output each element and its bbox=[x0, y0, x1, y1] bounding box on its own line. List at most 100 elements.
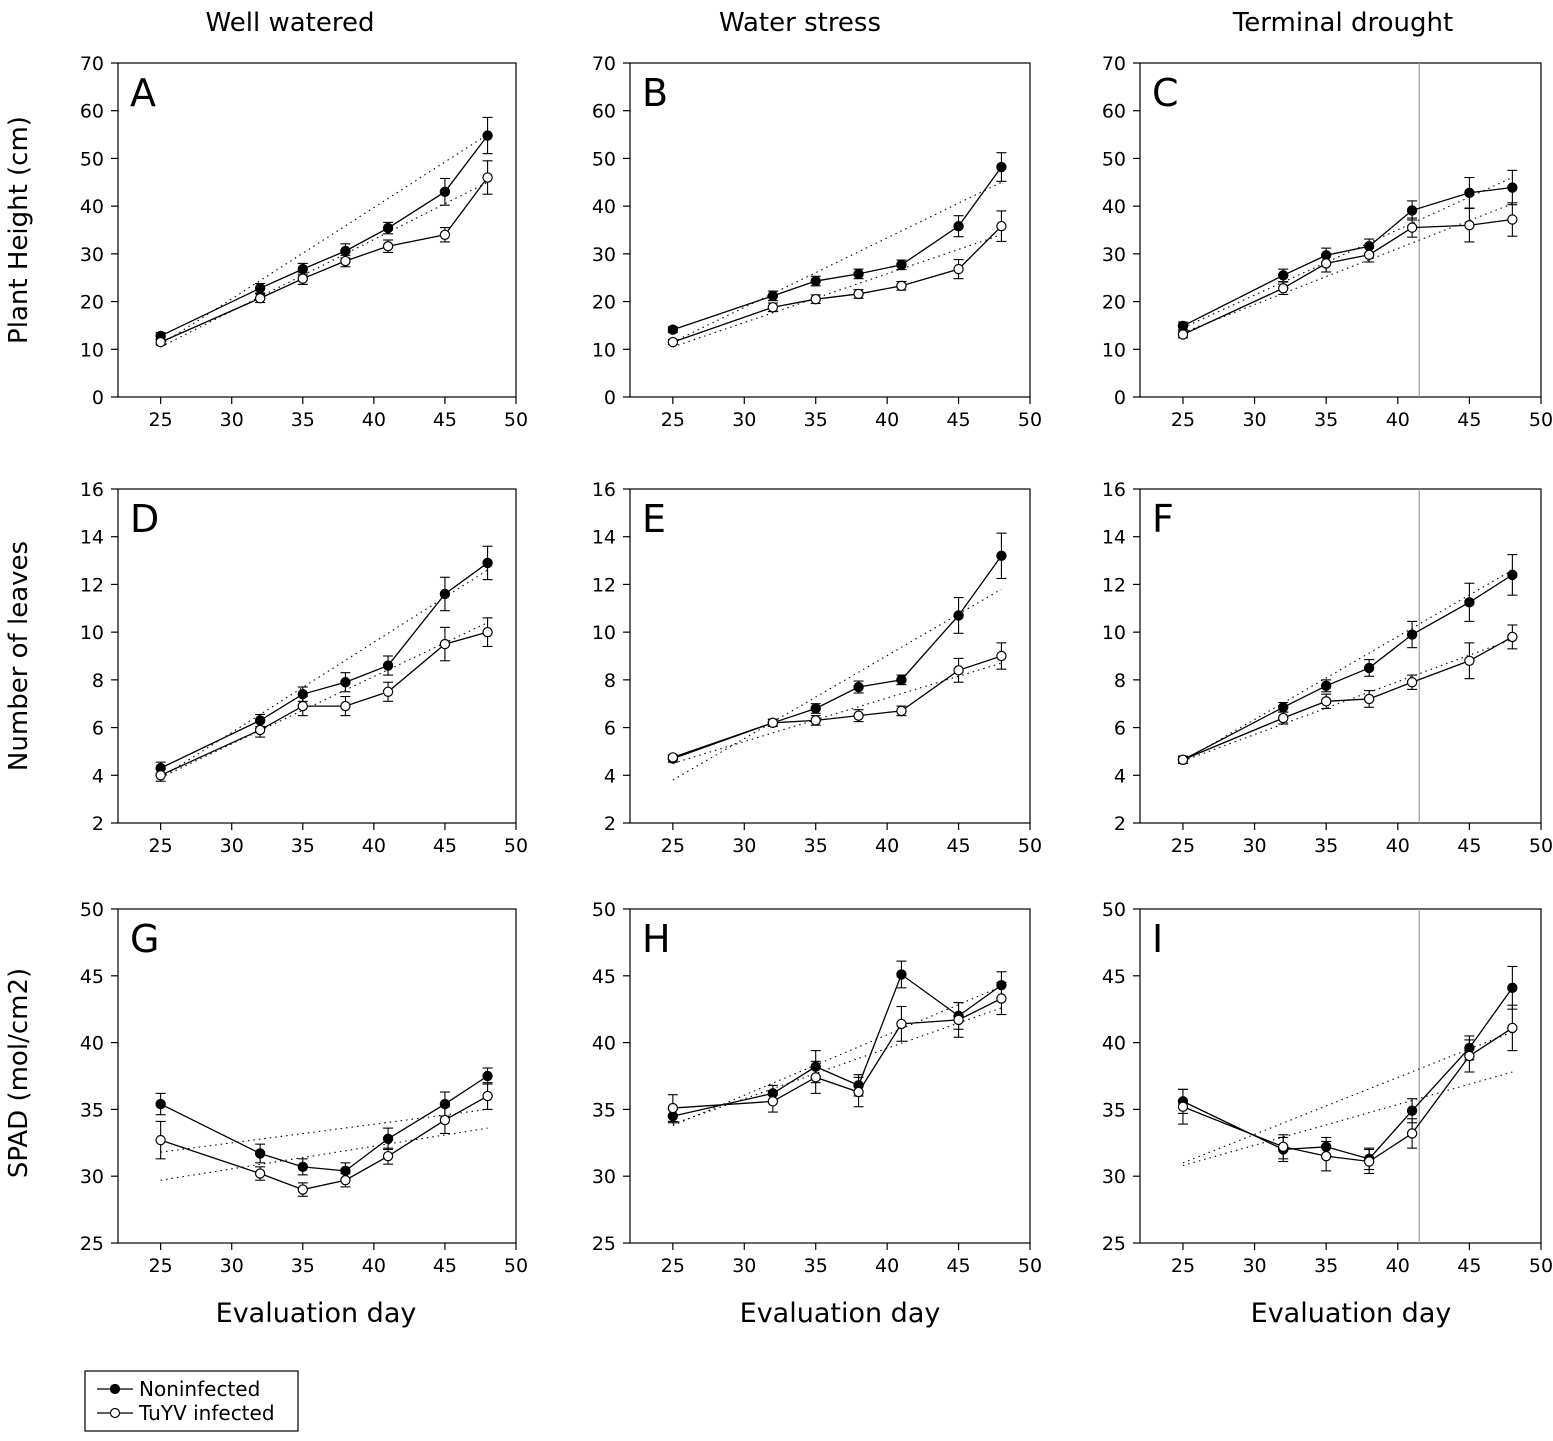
panel-b-x-tick-label: 45 bbox=[946, 409, 970, 431]
panel-g-noninfected-point bbox=[254, 1148, 266, 1159]
panel-b-y-tick-label: 30 bbox=[592, 244, 616, 266]
panel-a-y-tick-label: 40 bbox=[80, 196, 104, 218]
panel-i-noninfected-point bbox=[1406, 1105, 1418, 1116]
panel-d-noninfected-point bbox=[382, 660, 394, 671]
panel-d-infected-point bbox=[297, 700, 308, 712]
panel-c-noninfected-point bbox=[1177, 320, 1189, 332]
panel-b-infected-series-line bbox=[672, 225, 1002, 343]
panel-h-frame bbox=[629, 908, 1031, 1244]
panel-c-y-tick-label: 40 bbox=[1102, 196, 1126, 218]
panel-d-x-tick-label: 50 bbox=[504, 835, 528, 857]
panel-a: 25 30 35 40 45 50 0 10 20 30 40 50 60 70 A bbox=[80, 53, 528, 431]
panel-c-y-tick-label: 20 bbox=[1102, 292, 1126, 314]
panel-f-infected-point bbox=[1406, 677, 1418, 688]
panel-d-y-tick-label: 12 bbox=[80, 574, 104, 596]
legend-box bbox=[84, 1370, 299, 1432]
panel-e-infected-point bbox=[853, 710, 864, 721]
panel-a-x-tick-label: 35 bbox=[291, 409, 315, 431]
panel-g-infected-series-line bbox=[160, 1095, 488, 1191]
panel-b-infected-point bbox=[953, 263, 964, 275]
panel-b-x-tick-label: 30 bbox=[732, 409, 756, 431]
panel-a-y-tick-label: 30 bbox=[80, 244, 104, 266]
panel-f-x-tick-label: 30 bbox=[1242, 835, 1266, 857]
panel-e-x-tick-label: 30 bbox=[732, 835, 756, 857]
panel-e-x-tick-label: 50 bbox=[1018, 835, 1042, 857]
panel-c-x-tick-label: 45 bbox=[1457, 409, 1481, 431]
panel-c-x-tick-label: 50 bbox=[1529, 409, 1553, 431]
panel-e-y-tick-label: 8 bbox=[604, 670, 616, 692]
row-title-number-of-leaves: Number of leaves bbox=[4, 541, 34, 771]
panel-f-y-tick-label: 14 bbox=[1102, 527, 1126, 549]
panel-f-noninfected-series-line bbox=[1182, 574, 1513, 761]
panel-a-y-tick-label: 70 bbox=[80, 53, 104, 75]
panel-b: 25 30 35 40 45 50 0 10 20 30 40 50 60 70 B bbox=[592, 53, 1042, 431]
panel-i-frame bbox=[1139, 908, 1542, 1244]
panel-i-x-tick-label: 40 bbox=[1386, 1255, 1410, 1277]
panel-g-y-tick-label: 30 bbox=[80, 1166, 104, 1188]
panel-g-noninfected-point bbox=[482, 1070, 493, 1082]
legend: Noninfected TuYV infected bbox=[84, 1370, 299, 1432]
panel-f-y-tick-label: 2 bbox=[1114, 813, 1126, 835]
panel-e-infected-point bbox=[810, 715, 821, 726]
panel-b-infected-trend-line bbox=[672, 234, 1002, 348]
panel-c: 25 30 35 40 45 50 0 10 20 30 40 50 60 70 C bbox=[1102, 53, 1553, 431]
panel-i-infected-point bbox=[1278, 1141, 1289, 1153]
panel-g-infected-point bbox=[254, 1168, 266, 1179]
panel-e-y-tick-label: 10 bbox=[592, 622, 616, 644]
panel-i-x-tick-label: 25 bbox=[1171, 1255, 1195, 1277]
panel-h-y-tick-label: 50 bbox=[592, 899, 616, 921]
panel-d-y-tick-label: 8 bbox=[92, 670, 104, 692]
panel-b-x-tick-label: 35 bbox=[804, 409, 828, 431]
panel-c-x-tick-label: 40 bbox=[1386, 409, 1410, 431]
panel-i-y-tick-label: 30 bbox=[1102, 1166, 1126, 1188]
panel-d-infected-series-line bbox=[160, 631, 488, 776]
panel-a-infected-point bbox=[155, 336, 166, 348]
panel-b-y-tick-label: 50 bbox=[592, 148, 616, 170]
panel-d-noninfected-point bbox=[340, 677, 351, 688]
panel-g-y-tick-label: 25 bbox=[80, 1233, 104, 1255]
panel-e-x-tick-label: 35 bbox=[804, 835, 828, 857]
panel-h-y-tick-label: 45 bbox=[592, 966, 616, 988]
panel-h-infected-point bbox=[996, 993, 1007, 1004]
panel-h-noninfected-point bbox=[896, 969, 907, 980]
panel-c-frame bbox=[1139, 62, 1542, 398]
panel-h-infected-point bbox=[767, 1096, 779, 1107]
panel-h-infected-point bbox=[953, 1014, 964, 1026]
panel-h-infected-series-line bbox=[672, 997, 1002, 1109]
panel-e-y-tick-label: 16 bbox=[592, 479, 616, 501]
panel-e-y-tick-label: 14 bbox=[592, 527, 616, 549]
panel-c-x-tick-label: 35 bbox=[1314, 409, 1338, 431]
panel-b-noninfected-point bbox=[810, 275, 821, 287]
panel-a-y-tick-label: 20 bbox=[80, 292, 104, 314]
panel-e-frame bbox=[629, 488, 1031, 824]
panel-f-frame bbox=[1139, 488, 1542, 824]
panel-a-noninfected-point bbox=[482, 130, 493, 141]
panel-d-x-tick-label: 45 bbox=[433, 835, 457, 857]
panel-h-y-tick-label: 40 bbox=[592, 1033, 616, 1055]
column-title-well-watered: Well watered bbox=[206, 8, 375, 38]
panel-i-noninfected-series-line bbox=[1182, 987, 1513, 1160]
panel-c-infected-point bbox=[1464, 220, 1475, 231]
panel-c-y-tick-label: 70 bbox=[1102, 53, 1126, 75]
panel-e-noninfected-point bbox=[896, 674, 907, 686]
panel-d-infected-point bbox=[340, 700, 351, 712]
panel-c-x-tick-label: 30 bbox=[1242, 409, 1266, 431]
panel-h-y-tick-label: 30 bbox=[592, 1166, 616, 1188]
panel-d-infected-point bbox=[482, 626, 493, 638]
panel-i-y-tick-label: 35 bbox=[1102, 1099, 1126, 1121]
panel-b-x-tick-label: 50 bbox=[1018, 409, 1042, 431]
panel-b-y-tick-label: 0 bbox=[604, 387, 616, 409]
panel-b-noninfected-point bbox=[996, 161, 1007, 173]
panel-e-y-tick-label: 2 bbox=[604, 813, 616, 835]
panel-f-noninfected-trend-line bbox=[1182, 569, 1513, 762]
legend-noninfected-marker bbox=[109, 1383, 121, 1395]
panel-e-noninfected-point bbox=[953, 610, 964, 621]
panel-e-letter: E bbox=[642, 497, 666, 541]
panel-e-infected-series-line bbox=[672, 655, 1002, 759]
panel-i-y-tick-label: 45 bbox=[1102, 966, 1126, 988]
panel-c-infected-series-line bbox=[1182, 218, 1513, 336]
panel-h-letter: H bbox=[642, 917, 671, 961]
panel-g-y-tick-label: 35 bbox=[80, 1099, 104, 1121]
panel-g-infected-point bbox=[439, 1114, 451, 1126]
